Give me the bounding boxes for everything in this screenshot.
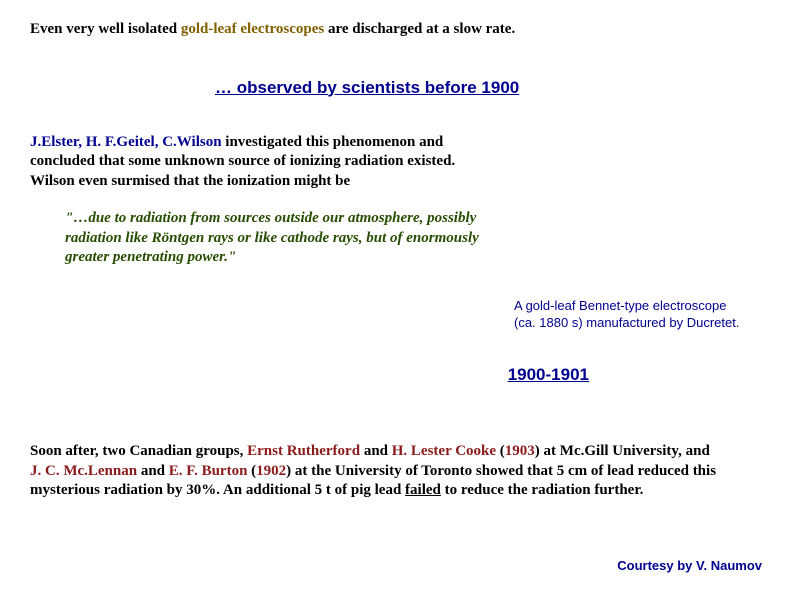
p2-t2: and [360,443,392,459]
paragraph-1: J.Elster, H. F.Geitel, C.Wilson investig… [30,133,490,192]
p2-fail: failed [405,482,441,498]
intro-suffix: are discharged at a slow rate. [324,21,515,37]
p2-t6: ( [247,463,256,479]
caption-line2: (ca. 1880 s) manufactured by Ducretet. [514,315,739,330]
paragraph-2: Soon after, two Canadian groups, Ernst R… [30,442,720,501]
p2-n2: H. Lester Cooke [392,443,496,459]
observed-heading: … observed by scientists before 1900 [215,78,764,98]
p2-t1: Soon after, two Canadian groups, [30,443,247,459]
caption-line1: A gold-leaf Bennet-type electroscope [514,298,726,313]
para1-names: J.Elster, H. F.Geitel, C.Wilson [30,134,222,150]
p2-t8: to reduce the radiation further. [441,482,643,498]
year-heading: 1900-1901 [508,365,589,385]
p2-y2: 1902 [256,463,286,479]
p2-t3: ( [496,443,505,459]
p2-n4: E. F. Burton [169,463,248,479]
quote-text: "…due to radiation from sources outside … [65,209,485,268]
intro-highlight: gold-leaf electroscopes [181,21,324,37]
intro-text: Even very well isolated gold-leaf electr… [30,20,764,40]
p2-n3: J. C. Mc.Lennan [30,463,137,479]
image-caption: A gold-leaf Bennet-type electroscope (ca… [514,298,769,332]
p2-n1: Ernst Rutherford [247,443,360,459]
p2-y1: 1903 [505,443,535,459]
p2-t5: and [137,463,169,479]
p2-t4: ) at Mc.Gill University, and [535,443,710,459]
intro-prefix: Even very well isolated [30,21,181,37]
courtesy-text: Courtesy by V. Naumov [617,558,762,573]
